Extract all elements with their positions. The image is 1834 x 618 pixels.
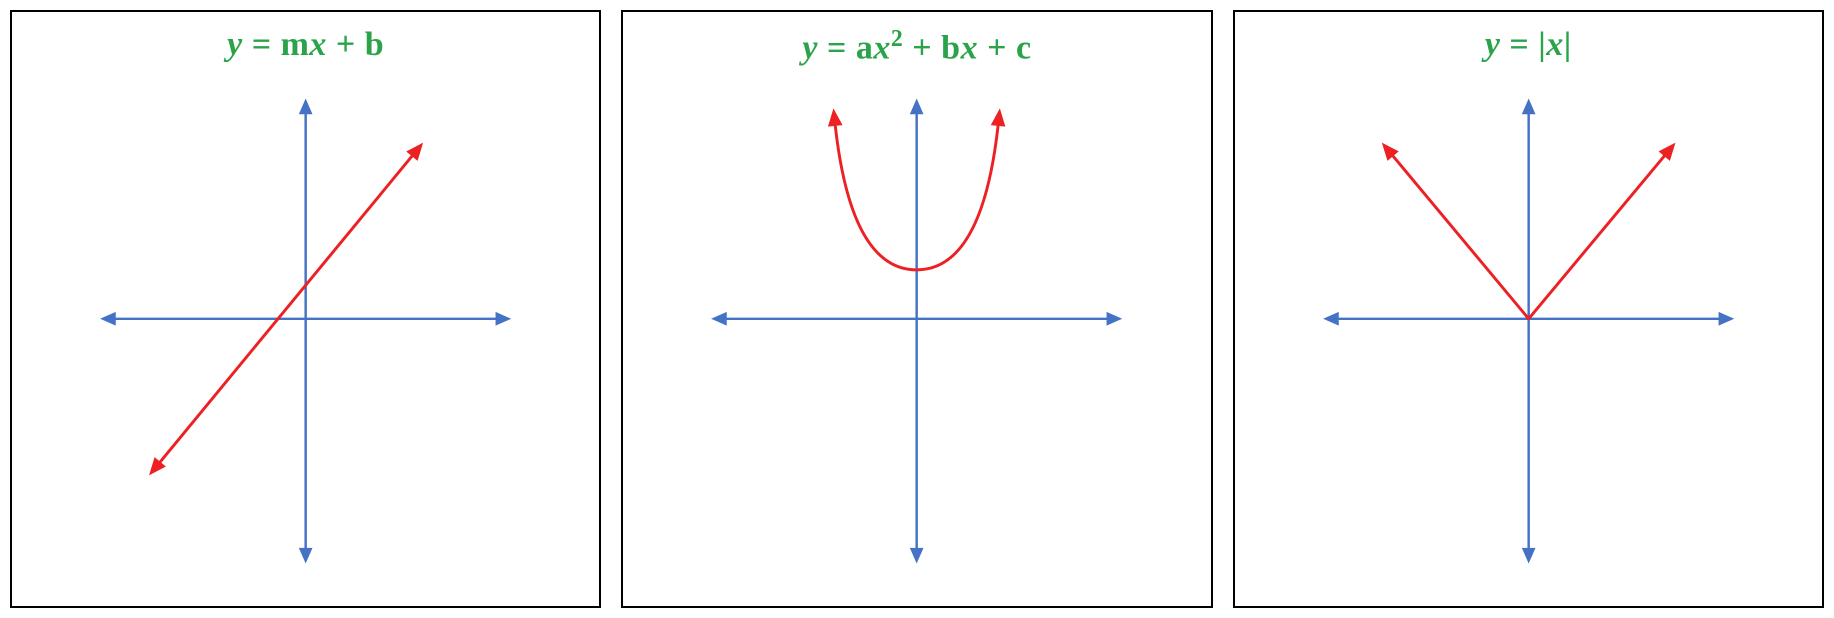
plot-quadratic bbox=[623, 12, 1210, 606]
panels-container: y = mx + b y = ax2 + bx + c y = |x| bbox=[0, 0, 1834, 618]
plot-absolute bbox=[1235, 12, 1822, 606]
panel-linear: y = mx + b bbox=[10, 10, 601, 608]
panel-quadratic: y = ax2 + bx + c bbox=[621, 10, 1212, 608]
plot-linear bbox=[12, 12, 599, 606]
panel-absolute: y = |x| bbox=[1233, 10, 1824, 608]
